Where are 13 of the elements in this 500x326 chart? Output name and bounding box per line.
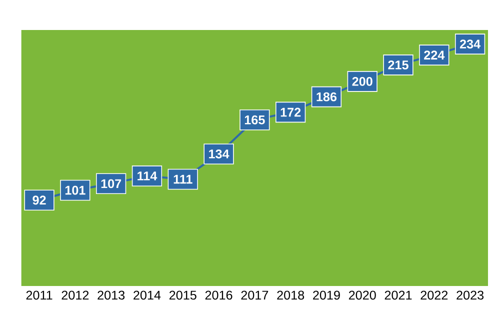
x-tick-label: 2022 (420, 290, 448, 300)
x-tick-label: 2017 (241, 290, 268, 300)
x-tick-label: 2016 (205, 290, 232, 300)
x-tick-label: 2019 (313, 290, 340, 300)
x-tick-label: 2021 (384, 290, 412, 300)
x-tick-label: 2020 (348, 290, 376, 300)
x-tick-label: 2013 (98, 290, 125, 300)
x-tick-label: 2014 (134, 290, 161, 300)
x-tick-label: 2011 (26, 290, 52, 300)
x-tick-label: 2018 (277, 290, 304, 300)
x-tick-label: 2012 (62, 290, 89, 300)
x-tick-label: 2015 (169, 290, 196, 300)
x-tick-label: 2023 (456, 290, 484, 300)
